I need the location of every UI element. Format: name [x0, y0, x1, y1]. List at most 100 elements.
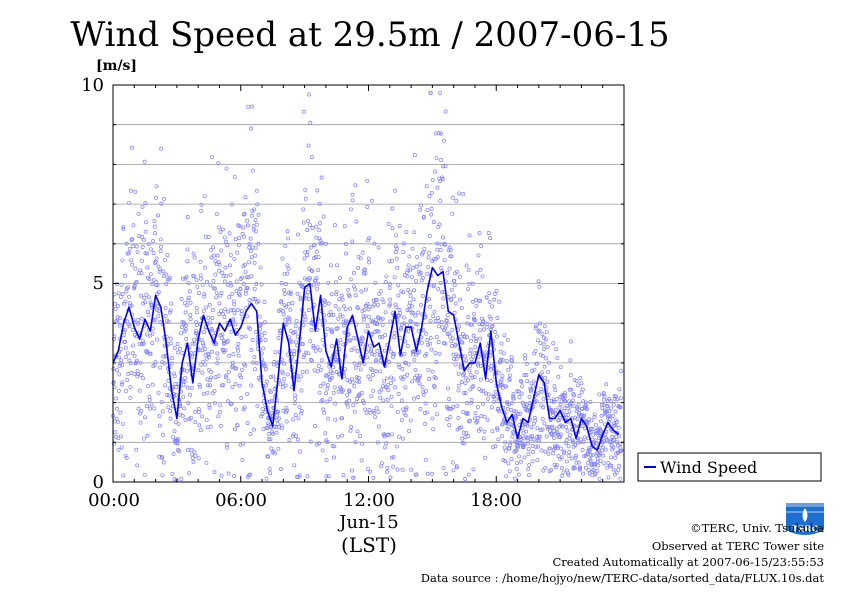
sample-point	[148, 406, 153, 411]
sample-point	[252, 355, 257, 360]
sample-point	[357, 360, 362, 365]
sample-point	[283, 383, 288, 388]
sample-point	[380, 322, 385, 327]
sample-point	[612, 396, 617, 401]
sample-point	[215, 253, 220, 258]
sample-point	[162, 257, 167, 262]
sample-point	[298, 449, 303, 454]
sample-point	[551, 399, 556, 404]
sample-point	[464, 263, 469, 268]
sample-point	[351, 475, 356, 480]
sample-point	[537, 328, 542, 333]
sample-point	[426, 264, 431, 269]
sample-point	[348, 277, 353, 282]
sample-point	[248, 326, 252, 331]
sample-point	[427, 233, 432, 238]
sample-point	[166, 319, 171, 324]
sample-point	[422, 247, 427, 252]
sample-point	[338, 312, 343, 317]
sample-point	[441, 466, 446, 471]
sample-point	[287, 335, 292, 340]
credit-source: Data source : /home/hojyo/new/TERC-data/…	[421, 571, 825, 585]
sample-point	[114, 396, 119, 401]
sample-point	[316, 254, 321, 259]
logo-text: TERC	[792, 525, 818, 535]
sample-point	[540, 370, 544, 375]
sample-point	[501, 458, 506, 463]
sample-point	[217, 262, 222, 267]
sample-point	[286, 236, 291, 241]
sample-point	[301, 322, 306, 327]
sample-point	[526, 467, 531, 472]
sample-point	[392, 331, 397, 335]
sample-point	[286, 301, 291, 306]
sample-point	[476, 253, 481, 258]
sample-point	[511, 394, 516, 399]
sample-point	[142, 295, 147, 300]
sample-point	[435, 315, 440, 320]
sample-point	[397, 224, 402, 228]
sample-point	[224, 273, 229, 278]
sample-point	[137, 342, 142, 347]
sample-point	[466, 378, 470, 383]
sample-point	[341, 388, 345, 393]
sample-point	[539, 403, 544, 408]
sample-point	[175, 441, 180, 446]
sample-point	[492, 292, 497, 296]
sample-point	[476, 298, 481, 303]
sample-point	[547, 446, 552, 451]
y-tick-label-0: 0	[93, 472, 104, 493]
sample-point	[197, 410, 202, 414]
sample-point	[252, 286, 257, 291]
sample-point	[254, 222, 259, 227]
sample-point	[123, 299, 128, 304]
sample-point	[565, 406, 570, 411]
sample-point	[544, 434, 549, 439]
sample-point	[216, 374, 221, 379]
sample-point	[376, 315, 380, 320]
sample-point	[160, 473, 165, 478]
sample-point	[348, 207, 353, 212]
sample-point	[199, 276, 203, 281]
sample-point	[463, 375, 468, 380]
sample-point	[559, 455, 564, 460]
sample-point	[157, 423, 162, 428]
sample-point	[143, 300, 148, 305]
sample-point	[254, 330, 258, 334]
sample-point	[427, 194, 432, 199]
sample-point	[401, 407, 406, 412]
sample-point	[421, 328, 426, 333]
sample-point	[470, 281, 475, 286]
sample-point	[604, 382, 609, 387]
sample-point	[230, 384, 235, 389]
sample-point	[175, 350, 180, 355]
logo-drop-icon	[802, 508, 808, 522]
sample-point	[307, 275, 312, 280]
sample-point	[365, 205, 370, 209]
sample-point	[477, 386, 482, 391]
sample-point	[446, 331, 451, 336]
sample-point	[420, 294, 425, 299]
sample-point	[359, 391, 364, 395]
sample-point	[168, 308, 173, 313]
sample-point	[229, 308, 234, 313]
sample-point	[535, 458, 540, 463]
sample-point	[439, 320, 444, 325]
sample-point	[156, 390, 161, 395]
sample-point	[116, 291, 121, 296]
sample-point	[412, 396, 416, 401]
sample-point	[308, 245, 313, 250]
sample-point	[250, 213, 255, 218]
sample-point	[614, 470, 619, 475]
sample-point	[413, 368, 418, 372]
sample-point	[250, 104, 254, 109]
sample-point	[425, 208, 430, 213]
sample-point	[352, 409, 357, 414]
sample-point	[573, 415, 578, 420]
sample-point	[138, 373, 143, 377]
sample-point	[529, 381, 534, 386]
sample-point	[192, 255, 197, 260]
sample-point	[352, 346, 357, 351]
sample-point	[386, 388, 391, 393]
sample-point	[377, 389, 382, 394]
